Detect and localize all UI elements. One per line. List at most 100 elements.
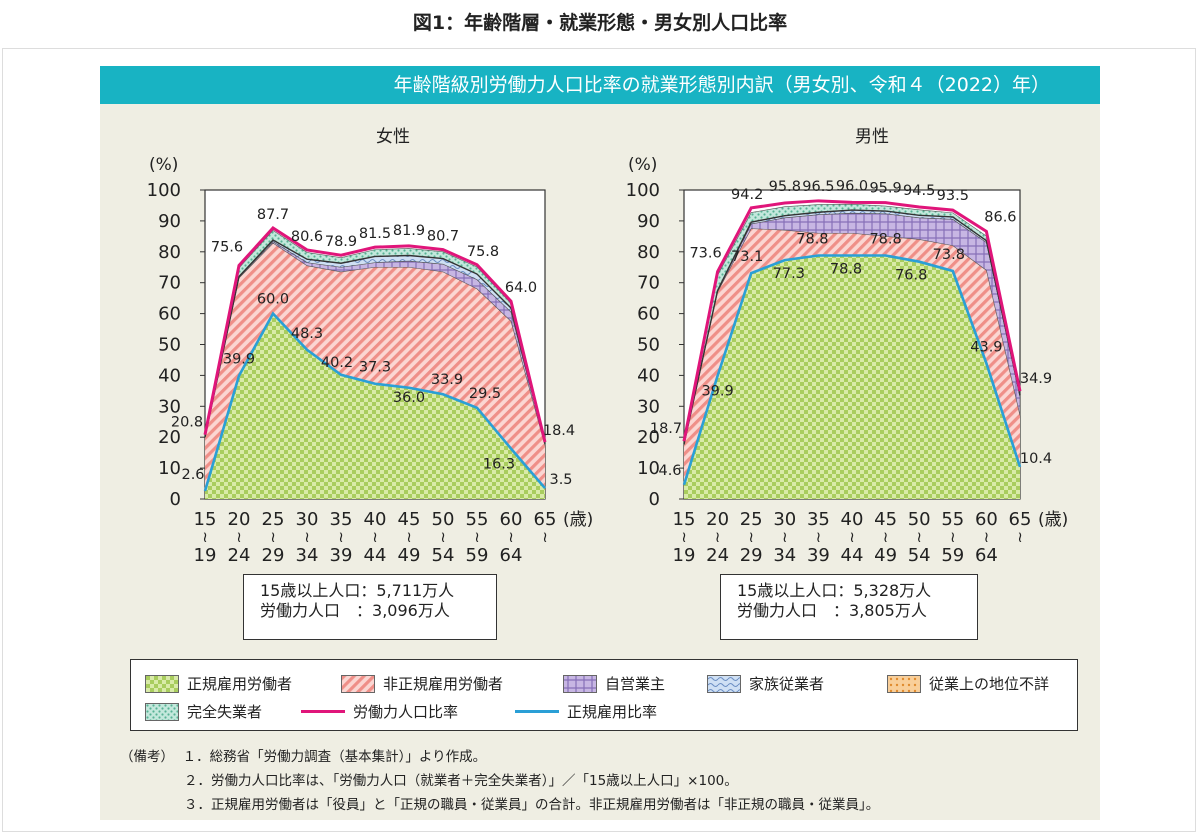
y-tick-label: 100 [626, 180, 660, 201]
note-3: ３．正規雇用労働者は「役員」と「正規の職員・従業員」の合計。非正規雇用労働者は「… [184, 797, 880, 813]
regular-employment-rate-line [203, 311, 546, 492]
regular-employment-rate-data-label: 10.4 [1020, 451, 1052, 467]
participation-rate-line [682, 199, 1022, 442]
x-tick-tilde: ≀ [984, 528, 990, 546]
regular-employment-rate-data-label: 39.9 [223, 352, 255, 368]
y-tick-label: 0 [170, 489, 181, 510]
participation-rate-data-label: 93.5 [937, 188, 969, 204]
y-tick-label: 20 [637, 427, 660, 448]
participation-rate-data-label: 64.0 [505, 280, 537, 296]
x-tick-label-start: 45 [398, 509, 421, 530]
participation-rate-data-label: 94.5 [903, 183, 935, 199]
x-tick-tilde: ≀ [338, 528, 344, 546]
participation-rate-data-label: 75.8 [467, 244, 499, 260]
self-employed-swatch [563, 674, 597, 693]
participation-rate-data-label: 18.4 [543, 423, 575, 439]
x-tick-label-end: 19 [673, 545, 696, 566]
participation-rate-data-label: 80.7 [427, 229, 459, 245]
regular-employment-rate-data-label: 76.8 [895, 268, 927, 284]
male-labor-value: 3,805万人 [849, 601, 927, 620]
x-axis-unit: (歳) [1038, 510, 1068, 530]
y-tick-label: 70 [158, 273, 181, 294]
note-1: １．総務省「労働力調査（基本集計）」より作成。 [182, 749, 487, 765]
male-over15-label: 15歳以上人口： [737, 581, 854, 600]
participation-rate-data-label: 95.9 [869, 181, 901, 197]
x-tick-tilde: ≀ [508, 528, 514, 546]
x-tick-tilde: ≀ [270, 528, 276, 546]
legend-label-status-unknown: 従業上の地位不詳 [929, 675, 1050, 693]
x-tick-label-start: 65 [534, 509, 557, 530]
participation-rate-data-label: 81.9 [393, 223, 425, 239]
male-population-box: 15歳以上人口：5,328万人 労働力人口 ：3,805万人 [720, 574, 978, 640]
y-tick-label: 70 [637, 273, 660, 294]
participation-rate-data-label: 75.6 [211, 239, 243, 255]
note-row-2: ２．労働力人口比率は、「労働力人口（就業者＋完全失業者）」／「15歳以上人口」×… [120, 769, 879, 793]
regular-employment-rate-data-label: 2.6 [181, 467, 204, 483]
regular-workers-swatch [145, 674, 179, 693]
x-tick-label-start: 40 [841, 509, 864, 530]
x-tick-label-end: 29 [740, 545, 763, 566]
regular-employment-rate-data-label: 33.9 [431, 372, 463, 388]
x-tick-tilde: ≀ [1017, 528, 1023, 546]
regular-employment-rate-data-label: 29.5 [469, 386, 501, 402]
participation-rate-data-label: 20.8 [171, 415, 203, 431]
note-2: ２．労働力人口比率は、「労働力人口（就業者＋完全失業者）」／「15歳以上人口」×… [184, 773, 738, 789]
x-tick-tilde: ≀ [883, 528, 889, 546]
regular-employment-rate-data-label: 60.0 [257, 292, 289, 308]
legend-item-regular-workers: 正規雇用労働者 [145, 673, 292, 694]
female-labor-label: 労働力人口 ： [260, 601, 373, 620]
x-tick-tilde: ≀ [748, 528, 754, 546]
x-tick-label-start: 15 [673, 509, 696, 530]
male-labor-label: 労働力人口 ： [737, 601, 850, 620]
x-tick-label-start: 60 [975, 509, 998, 530]
x-tick-label-end: 39 [330, 545, 353, 566]
legend-item-non-regular-workers: 非正規雇用労働者 [341, 673, 503, 694]
y-tick-label: 40 [637, 365, 660, 386]
charts-svg: 0102030405060708090100(%)15≀1920≀2425≀29… [147, 127, 1069, 566]
x-tick-label-start: 50 [908, 509, 931, 530]
chart-banner-title: 年齢階級別労働力人口比率の就業形態別内訳（男女別、令和４（2022）年） [100, 66, 1100, 104]
x-tick-label-end: 34 [773, 545, 796, 566]
y-tick-label: 80 [637, 242, 660, 263]
participation-rate-data-label: 87.7 [257, 207, 289, 223]
regular-employment-rate-data-label: 43.9 [970, 339, 1002, 355]
employed-edge-line [204, 239, 546, 444]
x-tick-label-start: 60 [500, 509, 523, 530]
female-population-box: 15歳以上人口：5,711万人 労働力人口 ：3,096万人 [243, 574, 497, 640]
note-row-3: ３．正規雇用労働者は「役員」と「正規の職員・従業員」の合計。非正規雇用労働者は「… [120, 793, 879, 817]
female-over15-value: 5,711万人 [376, 581, 455, 600]
participation-rate-data-label: 34.9 [1020, 371, 1052, 387]
x-tick-tilde: ≀ [406, 528, 412, 546]
regular-employment-rate-data-label: 78.8 [830, 262, 862, 278]
regular-employment-rate-data-label: 48.3 [291, 326, 323, 342]
regular-workers-area [205, 313, 545, 499]
male-chart: 0102030405060708090100(%)15≀1920≀2425≀29… [626, 127, 1069, 566]
regular-employment-rate-data-label: 78.8 [796, 232, 828, 248]
x-tick-label-start: 15 [194, 509, 217, 530]
participation-rate-line [203, 226, 547, 443]
x-tick-label-start: 55 [941, 509, 964, 530]
regular-employment-rate-data-label: 40.2 [321, 355, 353, 371]
regular-employment-rate-data-label: 4.6 [658, 463, 681, 479]
y-tick-label: 90 [637, 211, 660, 232]
legend: 正規雇用労働者 非正規雇用労働者 自営業主 家族従業者 従業上の地位不詳 完全失… [130, 659, 1078, 731]
page-title: 図1：年齢階層・就業形態・男女別人口比率 [412, 12, 788, 34]
x-tick-label-start: 35 [807, 509, 830, 530]
y-tick-label: 20 [158, 427, 181, 448]
legend-item-unemployed: 完全失業者 [145, 701, 262, 722]
legend-label-self-employed: 自営業主 [605, 675, 666, 693]
female-chart: 0102030405060708090100(%)15≀1920≀2425≀29… [147, 127, 594, 566]
x-tick-label-end: 59 [941, 545, 964, 566]
regular-employment-rate-data-label: 3.5 [549, 472, 572, 488]
female-over15-label: 15歳以上人口： [260, 581, 377, 600]
regular-employment-rate-data-label: 16.3 [483, 457, 515, 473]
y-tick-label: 10 [158, 458, 181, 479]
notes: （備考） １．総務省「労働力調査（基本集計）」より作成。 ２．労働力人口比率は、… [120, 745, 879, 817]
x-tick-tilde: ≀ [372, 528, 378, 546]
participation-rate-data-label: 86.6 [984, 209, 1016, 225]
legend-label-regular-employment-rate: 正規雇用比率 [567, 703, 658, 721]
regular-workers-area [684, 255, 1020, 499]
y-tick-label: 80 [158, 242, 181, 263]
participation-rate-data-label: 96.0 [836, 178, 868, 194]
regular-employment-rate-data-label: 36.0 [393, 390, 425, 406]
